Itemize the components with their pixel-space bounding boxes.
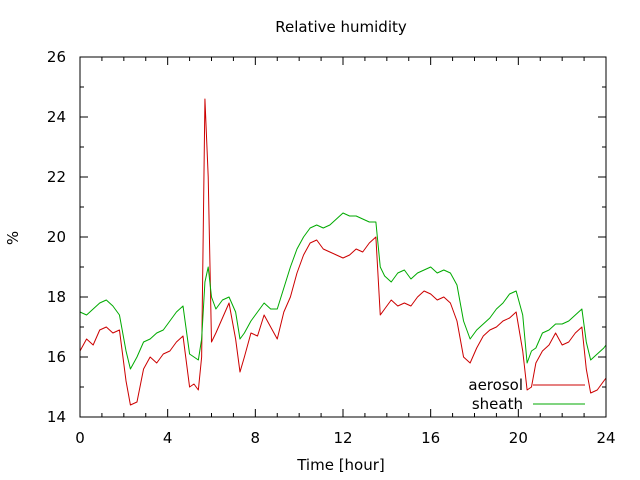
y-tick-label: 22 bbox=[47, 168, 66, 186]
series-line-sheath bbox=[79, 212, 607, 370]
x-tick-label: 12 bbox=[333, 429, 352, 447]
legend-label-sheath: sheath bbox=[472, 395, 523, 413]
y-tick-label: 16 bbox=[47, 348, 66, 366]
chart-title: Relative humidity bbox=[275, 18, 407, 36]
x-tick-label: 24 bbox=[596, 429, 615, 447]
x-tick-label: 8 bbox=[251, 429, 261, 447]
legend: aerosol sheath bbox=[468, 376, 585, 413]
y-tick-label: 20 bbox=[47, 228, 66, 246]
y-tick-label: 18 bbox=[47, 288, 66, 306]
x-tick-label: 4 bbox=[163, 429, 173, 447]
y-tick-label: 24 bbox=[47, 108, 66, 126]
legend-label-aerosol: aerosol bbox=[468, 376, 523, 394]
series-line-aerosol bbox=[79, 98, 607, 406]
y-tick-label: 14 bbox=[47, 408, 66, 426]
series-lines bbox=[79, 98, 607, 406]
y-axis-label: % bbox=[4, 231, 22, 245]
plot-frame bbox=[79, 56, 607, 418]
y-tick-label: 26 bbox=[47, 48, 66, 66]
x-tick-label: 20 bbox=[509, 429, 528, 447]
x-axis-label: Time [hour] bbox=[296, 456, 385, 474]
tick-labels: 0 4 8 12 16 20 24 14 16 18 20 22 24 26 bbox=[47, 48, 616, 447]
x-tick-label: 0 bbox=[75, 429, 85, 447]
x-tick-label: 16 bbox=[421, 429, 440, 447]
